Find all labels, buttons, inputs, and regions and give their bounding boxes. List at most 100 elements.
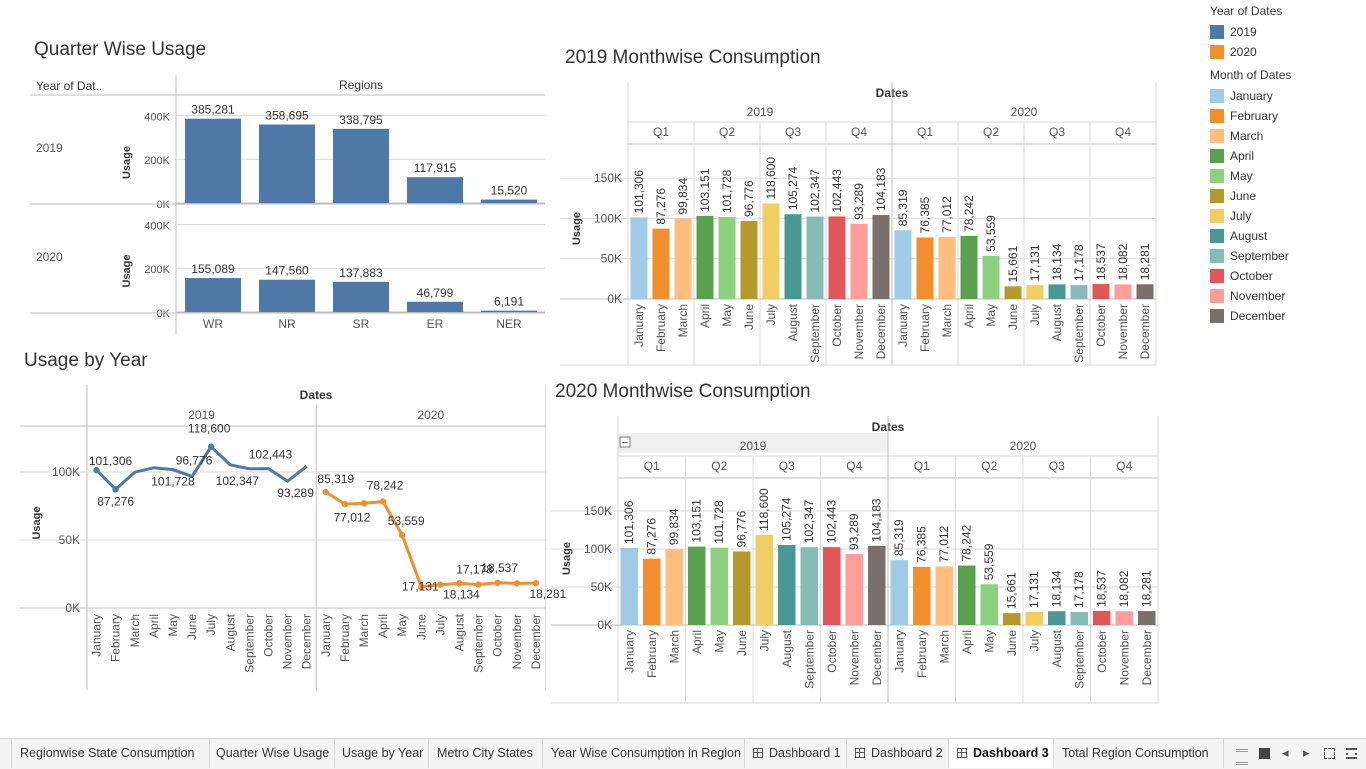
data-point[interactable] <box>322 488 329 496</box>
tab-usage-by-year[interactable]: Usage by Year <box>334 739 429 768</box>
bar-july-2019[interactable] <box>762 203 780 299</box>
data-point[interactable] <box>418 583 425 590</box>
collapse-icon[interactable] <box>619 436 631 448</box>
bar-february-2019[interactable] <box>643 558 661 625</box>
legend-item-february[interactable]: February <box>1210 106 1360 126</box>
bar-sr-2019[interactable] <box>333 128 389 203</box>
single-view-icon[interactable] <box>1259 748 1270 759</box>
legend-item-march[interactable]: March <box>1210 126 1360 146</box>
bar-june-2020[interactable] <box>1004 286 1022 299</box>
bar-august-2019[interactable] <box>784 214 802 299</box>
bar-nr-2019[interactable] <box>259 124 315 203</box>
tab-total-region-consumption[interactable]: Total Region Consumption <box>1054 739 1224 768</box>
data-point[interactable] <box>532 579 540 587</box>
bar-er-2020[interactable] <box>407 301 463 312</box>
bar-may-2019[interactable] <box>710 547 729 625</box>
bar-november-2020[interactable] <box>1115 611 1134 625</box>
legend-item-august[interactable]: August <box>1210 226 1360 246</box>
legend-item-july[interactable]: July <box>1210 206 1360 226</box>
data-point[interactable] <box>456 580 463 587</box>
data-point[interactable] <box>379 498 387 505</box>
next-tab-icon[interactable]: ▸ <box>1303 745 1310 760</box>
bar-september-2019[interactable] <box>800 547 819 625</box>
bar-august-2020[interactable] <box>1048 611 1066 625</box>
bar-nr-2020[interactable] <box>259 279 315 312</box>
bar-february-2019[interactable] <box>652 228 670 299</box>
bar-october-2019[interactable] <box>823 547 841 625</box>
fullscreen-icon[interactable] <box>1346 748 1357 759</box>
series-line-2019[interactable] <box>95 444 308 492</box>
bar-january-2020[interactable] <box>894 230 912 299</box>
bar-december-2019[interactable] <box>872 215 890 299</box>
bar-sr-2020[interactable] <box>333 281 389 312</box>
data-point[interactable] <box>475 581 482 588</box>
legend-item-december[interactable]: December <box>1210 306 1360 326</box>
data-point[interactable] <box>494 579 501 586</box>
bar-march-2019[interactable] <box>665 549 684 625</box>
bar-september-2020[interactable] <box>1070 285 1088 299</box>
legend-item-2020[interactable]: 2020 <box>1210 42 1360 62</box>
bar-january-2019[interactable] <box>630 217 648 299</box>
bar-june-2019[interactable] <box>733 551 751 625</box>
bar-december-2020[interactable] <box>1136 284 1154 299</box>
legend-item-september[interactable]: September <box>1210 246 1360 266</box>
legend-item-october[interactable]: October <box>1210 266 1360 286</box>
legend-item-january[interactable]: January <box>1210 86 1360 106</box>
bar-february-2020[interactable] <box>916 237 934 299</box>
data-point[interactable] <box>513 580 520 587</box>
bar-january-2019[interactable] <box>620 548 639 625</box>
bar-august-2019[interactable] <box>778 544 796 625</box>
legend-item-2019[interactable]: 2019 <box>1210 22 1360 42</box>
bar-april-2020[interactable] <box>960 235 978 299</box>
bar-october-2019[interactable] <box>828 216 846 299</box>
bar-july-2020[interactable] <box>1026 285 1044 299</box>
bar-april-2020[interactable] <box>958 565 976 625</box>
bar-december-2019[interactable] <box>868 545 886 625</box>
bar-december-2020[interactable] <box>1138 611 1156 625</box>
bar-september-2019[interactable] <box>806 216 824 299</box>
data-point[interactable] <box>207 443 215 450</box>
tab-year-wise-consumption-in-region[interactable]: Year Wise Consumption in Region <box>543 739 745 768</box>
bar-july-2020[interactable] <box>1025 611 1044 625</box>
bar-february-2020[interactable] <box>913 566 931 625</box>
data-point[interactable] <box>112 486 119 493</box>
legend-item-may[interactable]: May <box>1210 166 1360 186</box>
bar-november-2020[interactable] <box>1114 284 1132 299</box>
bar-er-2019[interactable] <box>407 177 463 203</box>
bar-wr-2019[interactable] <box>185 118 241 203</box>
bar-november-2019[interactable] <box>845 554 864 625</box>
bar-may-2019[interactable] <box>718 217 736 299</box>
bar-ner-2020[interactable] <box>481 310 537 312</box>
data-point[interactable] <box>93 467 100 474</box>
bar-april-2019[interactable] <box>696 215 714 299</box>
tab-dashboard-2[interactable]: Dashboard 2 <box>847 739 949 768</box>
bar-november-2019[interactable] <box>850 223 868 299</box>
legend-item-april[interactable]: April <box>1210 146 1360 166</box>
data-point[interactable] <box>437 581 444 588</box>
bar-august-2020[interactable] <box>1048 284 1066 299</box>
tab-quarter-wise-usage[interactable]: Quarter Wise Usage <box>208 739 335 768</box>
tab-overflow[interactable] <box>0 739 12 768</box>
data-point[interactable] <box>360 500 368 507</box>
bar-ner-2019[interactable] <box>481 199 537 203</box>
bar-july-2019[interactable] <box>755 534 774 625</box>
bar-october-2020[interactable] <box>1093 610 1111 625</box>
data-point[interactable] <box>341 500 349 508</box>
data-point[interactable] <box>398 531 406 539</box>
fit-icon[interactable] <box>1324 748 1335 759</box>
legend-item-november[interactable]: November <box>1210 286 1360 306</box>
bar-may-2020[interactable] <box>982 255 1000 299</box>
bar-october-2020[interactable] <box>1092 284 1110 299</box>
bar-june-2019[interactable] <box>740 221 758 299</box>
legend-item-june[interactable]: June <box>1210 186 1360 206</box>
bar-june-2020[interactable] <box>1003 613 1021 625</box>
bar-april-2019[interactable] <box>688 546 706 625</box>
bar-may-2020[interactable] <box>980 584 999 625</box>
tab-metro-city-states[interactable]: Metro City States <box>429 739 543 768</box>
bar-march-2019[interactable] <box>674 218 692 299</box>
bar-march-2020[interactable] <box>935 566 954 625</box>
bar-september-2020[interactable] <box>1070 611 1089 625</box>
bar-march-2020[interactable] <box>938 236 956 299</box>
tab-regionwise-state-consumption[interactable]: Regionwise State Consumption <box>12 739 210 768</box>
tab-dashboard-3[interactable]: Dashboard 3 <box>949 739 1054 768</box>
